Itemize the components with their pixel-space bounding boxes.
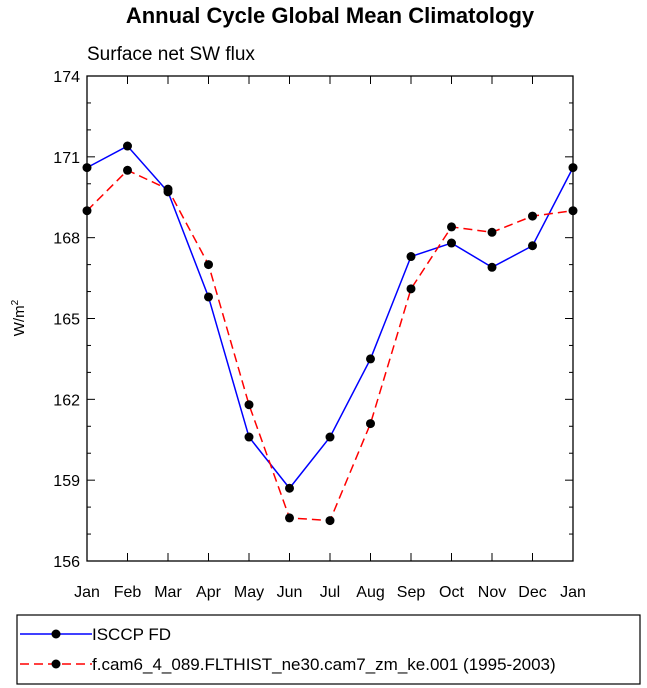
y-tick-label: 162: [53, 392, 80, 409]
series-0-point: [285, 483, 294, 493]
series-0-point: [123, 141, 132, 151]
legend-box: [16, 614, 641, 685]
series-0-point: [528, 241, 537, 251]
series-1-point: [568, 206, 578, 216]
x-tick-label: Nov: [478, 584, 506, 601]
legend-marker-cam: [51, 659, 61, 669]
legend-label-cam: f.cam6_4_089.FLTHIST_ne30.cam7_zm_ke.001…: [92, 655, 556, 674]
x-tick-label: Jul: [320, 584, 340, 601]
series-1-point: [204, 260, 213, 270]
series-1-point: [487, 227, 497, 237]
y-tick-label: 156: [53, 554, 80, 571]
x-tick-label: Aug: [356, 584, 384, 601]
series-1-point: [163, 184, 173, 194]
legend-entry-cam: f.cam6_4_089.FLTHIST_ne30.cam7_zm_ke.001…: [20, 655, 556, 674]
chart-subtitle: Surface net SW flux: [87, 44, 255, 65]
series-1-point: [366, 419, 375, 429]
series-1-point: [447, 222, 456, 232]
chart-title: Annual Cycle Global Mean Climatology: [126, 3, 535, 28]
series-layer: [82, 141, 578, 526]
series-0-point: [406, 252, 416, 262]
y-tick-label: 174: [53, 69, 80, 86]
series-0-point: [325, 432, 335, 442]
x-tick-label: Oct: [439, 584, 464, 601]
x-axis: Jan Feb Mar Apr May Jun Jul Aug Sep Oct Nov Dec Jan: [74, 76, 586, 601]
x-tick-label: Apr: [196, 584, 222, 601]
legend-marker-isccp: [51, 629, 61, 639]
series-0-point: [568, 163, 578, 173]
y-axis-label-superscript: 2: [10, 299, 21, 305]
y-axis-label: W/m2: [10, 299, 28, 336]
x-tick-label: Feb: [114, 584, 142, 601]
legend-entry-isccp: ISCCP FD: [20, 625, 171, 644]
x-tick-label: May: [234, 584, 264, 601]
series-0-point: [204, 292, 213, 302]
series-0-point: [82, 163, 92, 173]
x-tick-label: Sep: [397, 584, 426, 601]
series-1-point: [406, 284, 416, 294]
y-tick-label: 168: [53, 231, 80, 248]
y-tick-label: 159: [53, 473, 80, 490]
series-1-point: [244, 400, 254, 410]
series-0-point: [366, 354, 375, 364]
series-1-point: [285, 513, 294, 523]
legend-label-isccp: ISCCP FD: [92, 625, 171, 644]
x-tick-label: Dec: [518, 584, 546, 601]
series-0-point: [487, 262, 497, 272]
x-tick-label: Jan: [560, 584, 586, 601]
series-1-point: [325, 516, 335, 526]
y-axis: 156 159 162 165 168 171 174: [53, 69, 573, 571]
x-tick-label: Jan: [74, 584, 100, 601]
series-0-point: [447, 238, 456, 248]
y-axis-label-unit: W/m: [11, 305, 28, 336]
y-tick-label: 165: [53, 312, 80, 329]
series-0-point: [244, 432, 254, 442]
x-tick-label: Mar: [154, 584, 182, 601]
series-1-point: [528, 211, 537, 221]
x-tick-label: Jun: [277, 584, 303, 601]
series-1-point: [123, 165, 132, 175]
plot-frame: [86, 75, 574, 562]
series-line-1: [86, 169, 574, 522]
series-1-point: [82, 206, 92, 216]
y-tick-label: 171: [53, 150, 80, 167]
